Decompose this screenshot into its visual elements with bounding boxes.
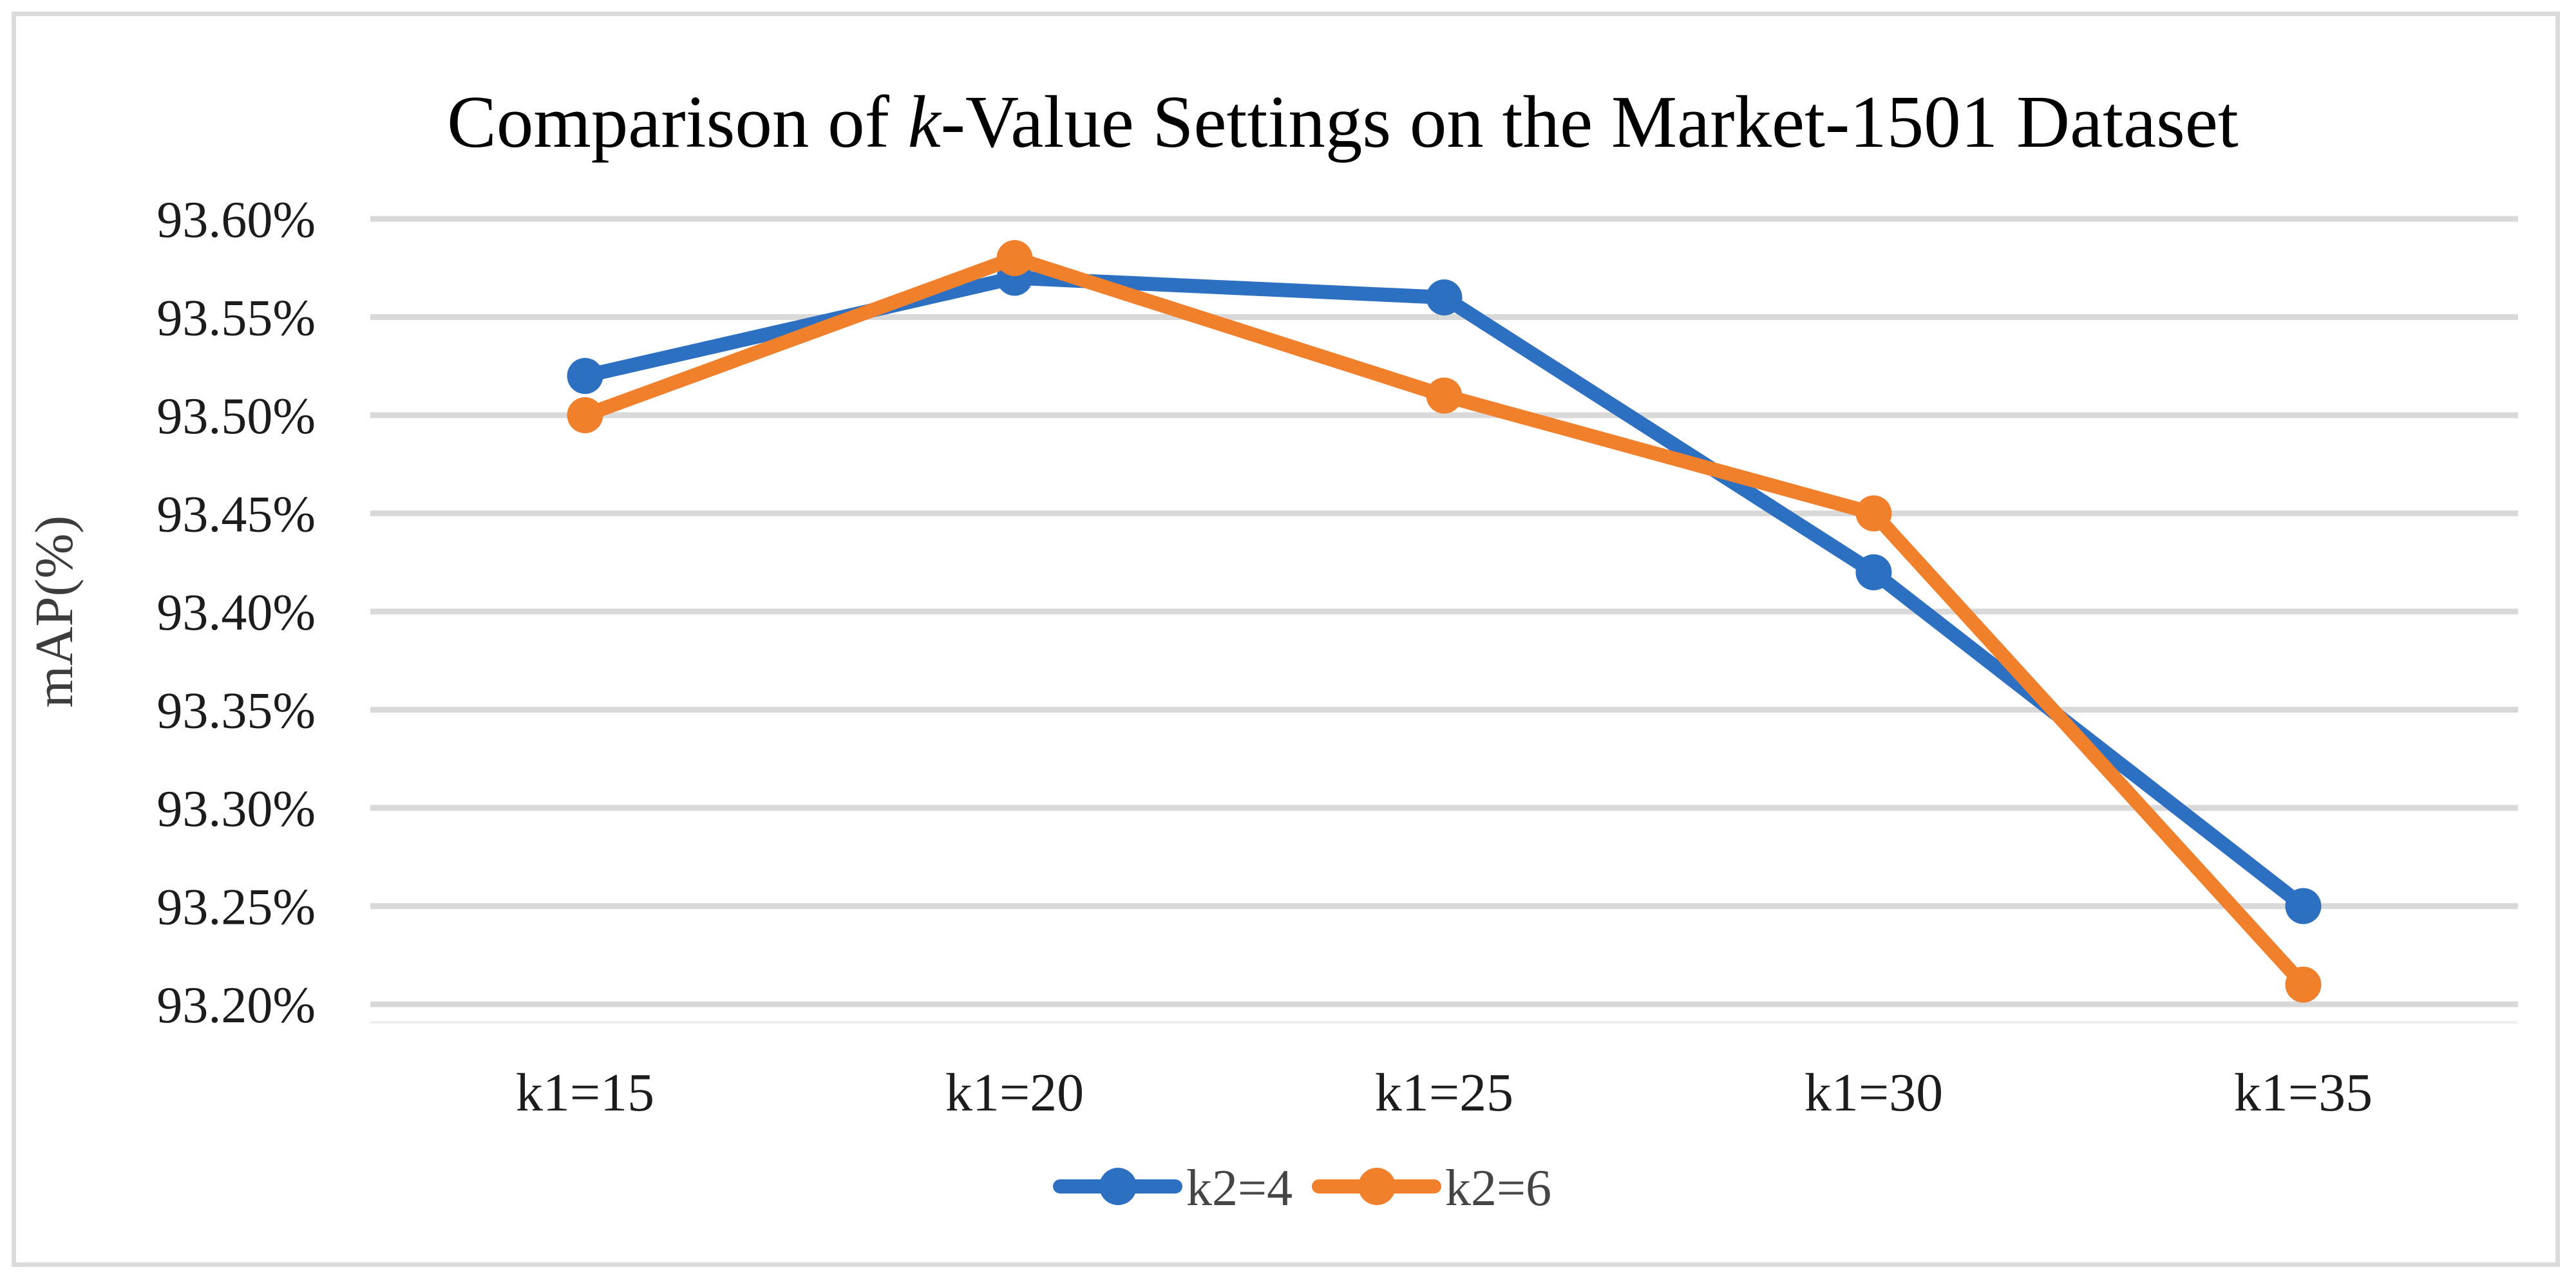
x-category-label: k1=25 xyxy=(1375,1063,1513,1123)
legend-item-k2-6: k2=6 xyxy=(1312,1160,1551,1217)
legend-item-k2-4: k2=4 xyxy=(1053,1160,1293,1217)
x-axis-category-labels: k1=15 k1=20 k1=25 k1=30 k1=35 xyxy=(516,1063,2372,1123)
legend-label-k2-6: k2=6 xyxy=(1445,1160,1551,1217)
data-point-k2=6-k1=15 xyxy=(567,397,603,433)
y-tick-label: 93.50% xyxy=(156,388,316,445)
data-point-k2=4-k1=30 xyxy=(1855,554,1892,590)
data-point-k2=4-k1=25 xyxy=(1426,279,1463,315)
data-point-k2=6-k1=25 xyxy=(1426,377,1463,414)
chart-title: Comparison of k-Value Settings on the Ma… xyxy=(447,81,2239,163)
legend: k2=4 k2=6 xyxy=(1053,1160,1551,1217)
series-line-k2=6 xyxy=(578,251,2311,992)
x-category-label: k1=30 xyxy=(1804,1063,1943,1123)
legend-marker-orange xyxy=(1358,1168,1396,1205)
y-tick-label: 93.25% xyxy=(156,879,316,936)
chart-title-suffix: -Value Settings on the Market-1501 Datas… xyxy=(941,81,2239,163)
gridlines-group xyxy=(370,216,2518,1024)
chart-title-prefix: Comparison of xyxy=(447,81,908,163)
y-tick-label: 93.45% xyxy=(156,487,316,543)
series-line-k2=4 xyxy=(578,270,2311,913)
data-point-k2=6-k1=30 xyxy=(1855,495,1892,532)
y-tick-label: 93.35% xyxy=(156,683,316,740)
data-point-k2=4-k1=15 xyxy=(567,358,603,394)
y-axis-tick-labels: 93.60% 93.55% 93.50% 93.45% 93.40% 93.35% 93.3… xyxy=(156,192,316,1034)
y-tick-label: 93.40% xyxy=(156,585,316,641)
x-category-label: k1=20 xyxy=(945,1063,1084,1123)
legend-label-k2-4: k2=4 xyxy=(1186,1160,1293,1217)
y-axis-title: mAP(%) xyxy=(24,516,84,708)
y-tick-label: 93.55% xyxy=(156,290,316,347)
y-tick-label: 93.20% xyxy=(156,977,316,1034)
x-category-label: k1=35 xyxy=(2234,1063,2372,1123)
data-point-k2=4-k1=35 xyxy=(2285,888,2322,924)
data-point-k2=6-k1=35 xyxy=(2285,966,2322,1003)
chart-title-k-variable: k xyxy=(908,81,942,163)
series-group xyxy=(567,240,2322,1003)
x-category-label: k1=15 xyxy=(516,1063,654,1123)
legend-marker-blue xyxy=(1099,1168,1137,1205)
y-tick-label: 93.60% xyxy=(156,192,316,248)
y-tick-label: 93.30% xyxy=(156,781,316,838)
data-point-k2=6-k1=20 xyxy=(996,240,1033,276)
